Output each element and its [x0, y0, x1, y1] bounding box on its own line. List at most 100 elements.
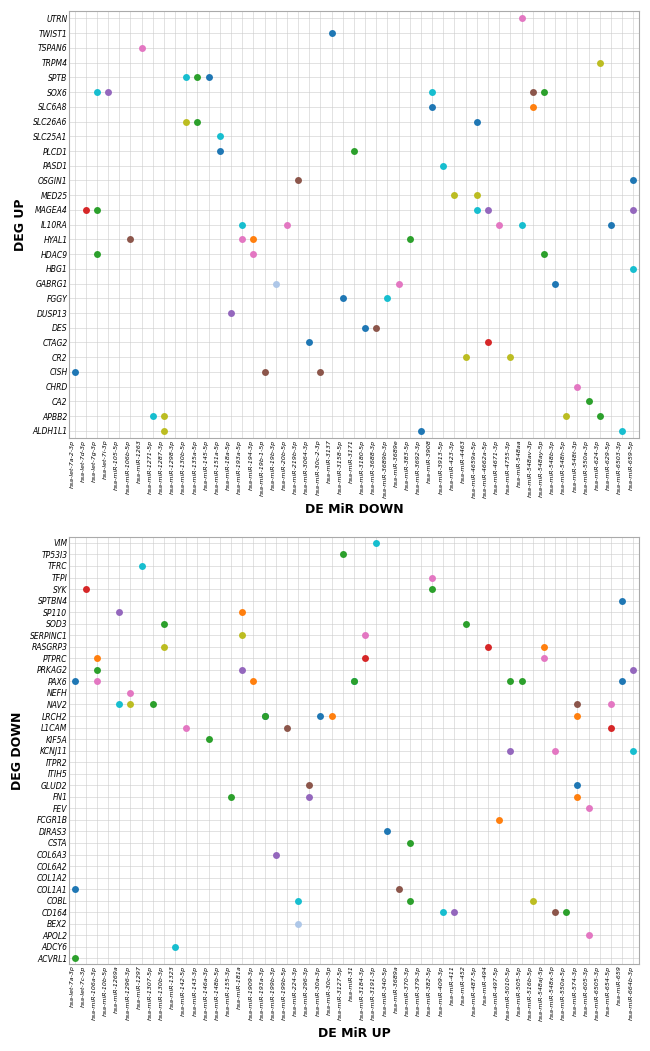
Point [416, 423, 426, 439]
Point [393, 275, 404, 292]
Point [528, 84, 538, 101]
Point [528, 892, 538, 909]
Point [293, 172, 304, 189]
Point [404, 834, 415, 851]
Point [572, 707, 582, 724]
Point [360, 320, 370, 336]
Point [595, 55, 605, 71]
Point [237, 231, 248, 248]
Point [550, 904, 560, 921]
Point [226, 788, 236, 805]
Point [192, 69, 203, 86]
Point [326, 25, 337, 42]
Point [516, 673, 526, 689]
Point [539, 246, 549, 263]
Point [371, 535, 382, 552]
Point [92, 84, 102, 101]
Y-axis label: DEG DOWN: DEG DOWN [11, 712, 24, 790]
Point [203, 69, 214, 86]
Point [360, 650, 370, 666]
Point [159, 408, 169, 425]
Point [226, 305, 236, 322]
Point [315, 707, 326, 724]
Point [628, 172, 638, 189]
Point [81, 580, 91, 597]
Point [92, 246, 102, 263]
Point [606, 696, 616, 713]
Point [103, 84, 113, 101]
Point [606, 217, 616, 233]
Point [382, 290, 393, 307]
Point [561, 904, 571, 921]
Point [494, 217, 504, 233]
Point [427, 84, 437, 101]
Point [528, 99, 538, 116]
Point [114, 603, 124, 620]
X-axis label: DE MiR UP: DE MiR UP [318, 1027, 390, 1039]
Point [248, 231, 259, 248]
Point [125, 684, 136, 701]
Point [170, 939, 180, 955]
Point [584, 800, 594, 817]
Point [572, 696, 582, 713]
Point [628, 742, 638, 759]
Point [159, 423, 169, 439]
Point [572, 788, 582, 805]
Point [181, 719, 192, 736]
Point [148, 696, 158, 713]
Point [148, 408, 158, 425]
Point [427, 99, 437, 116]
Point [281, 217, 292, 233]
Point [136, 40, 147, 57]
Point [472, 202, 482, 219]
Point [181, 69, 192, 86]
Point [70, 364, 80, 380]
Point [348, 143, 359, 160]
Point [516, 217, 526, 233]
Point [617, 673, 627, 689]
Point [438, 904, 448, 921]
Point [214, 128, 225, 145]
Point [259, 707, 270, 724]
Point [483, 334, 493, 351]
Point [304, 334, 315, 351]
Point [304, 788, 315, 805]
Point [270, 275, 281, 292]
Point [494, 811, 504, 828]
Point [248, 246, 259, 263]
Point [237, 661, 248, 678]
Point [449, 904, 460, 921]
Point [516, 11, 526, 27]
Point [337, 547, 348, 563]
Point [584, 927, 594, 944]
Point [427, 569, 437, 585]
Point [617, 592, 627, 609]
Point [348, 673, 359, 689]
Point [617, 423, 627, 439]
Point [159, 638, 169, 655]
Point [404, 231, 415, 248]
Point [628, 202, 638, 219]
Point [92, 661, 102, 678]
Point [348, 673, 359, 689]
Point [259, 707, 270, 724]
Point [237, 217, 248, 233]
Y-axis label: DEG UP: DEG UP [14, 199, 27, 251]
Point [628, 261, 638, 277]
Point [214, 143, 225, 160]
Point [114, 696, 124, 713]
Point [136, 557, 147, 574]
Point [539, 84, 549, 101]
Point [92, 650, 102, 666]
Point [427, 580, 437, 597]
Point [203, 730, 214, 747]
Point [550, 275, 560, 292]
Point [505, 349, 515, 366]
Point [92, 202, 102, 219]
X-axis label: DE MiR DOWN: DE MiR DOWN [305, 503, 403, 516]
Point [449, 187, 460, 204]
Point [70, 881, 80, 898]
Point [460, 349, 471, 366]
Point [404, 892, 415, 909]
Point [281, 719, 292, 736]
